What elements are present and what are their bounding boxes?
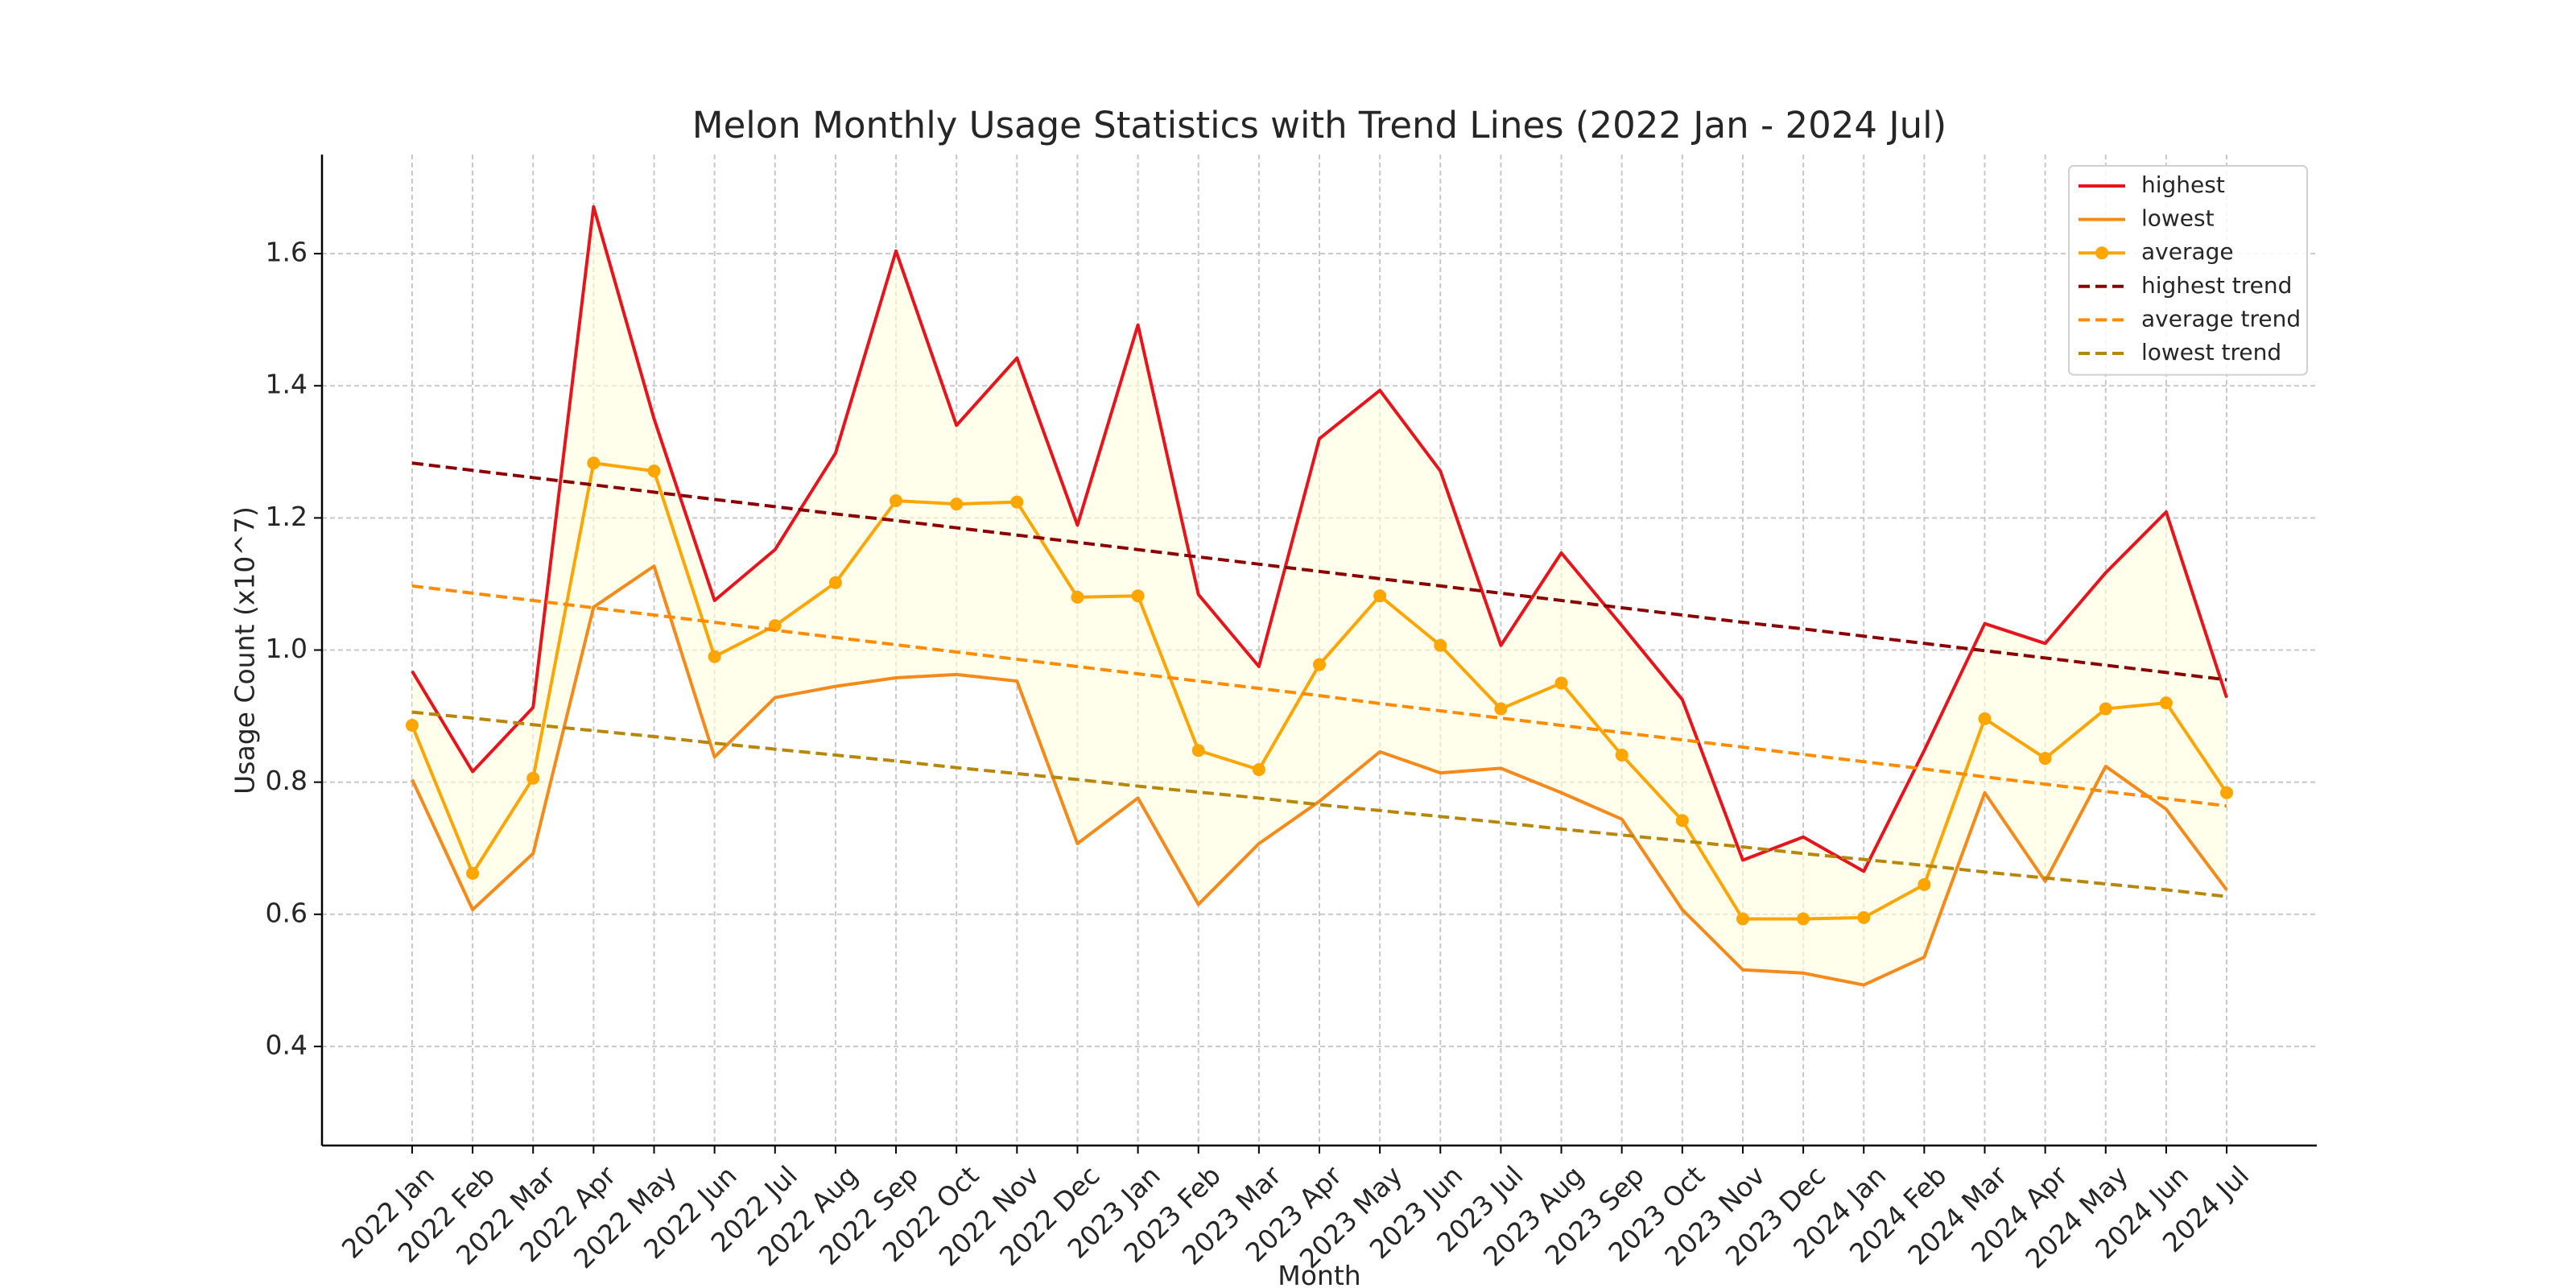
x-axis-label: Month xyxy=(1278,1260,1360,1288)
data-point xyxy=(1978,712,1992,725)
series-line xyxy=(411,584,2227,808)
data-point xyxy=(1797,912,1810,926)
legend-label: highest trend xyxy=(2141,272,2292,299)
data-point xyxy=(1918,877,1931,891)
range-fill xyxy=(411,206,2227,985)
data-point xyxy=(1010,495,1024,509)
series-line xyxy=(411,461,2227,682)
data-point xyxy=(405,719,419,733)
data-point xyxy=(950,497,964,511)
data-point xyxy=(1675,814,1689,828)
data-point xyxy=(466,866,480,880)
data-point xyxy=(587,456,601,470)
y-tick-label: 1.4 xyxy=(266,369,308,400)
data-point xyxy=(1071,590,1084,604)
y-axis-label: Usage Count (x10^7) xyxy=(229,506,261,795)
data-point xyxy=(1857,910,1871,924)
chart-title: Melon Monthly Usage Statistics with Tren… xyxy=(692,104,1946,147)
legend-label: lowest trend xyxy=(2141,339,2281,365)
data-point xyxy=(1736,912,1749,926)
data-point xyxy=(1373,589,1387,603)
legend-label: lowest xyxy=(2141,205,2215,232)
data-point xyxy=(1615,748,1629,762)
data-point xyxy=(647,464,661,478)
y-tick-label: 1.0 xyxy=(266,633,308,664)
data-point xyxy=(2220,786,2234,799)
data-point xyxy=(828,576,842,589)
legend-box xyxy=(2068,165,2308,376)
legend: highest lowest average highest trend average… xyxy=(2068,165,2308,376)
y-tick-label: 0.6 xyxy=(266,897,308,928)
data-point xyxy=(1252,763,1265,777)
data-point xyxy=(708,650,721,663)
y-tick-label: 1.2 xyxy=(266,501,308,532)
y-tick-label: 1.6 xyxy=(266,237,308,268)
data-point xyxy=(1313,658,1326,671)
data-point xyxy=(526,771,540,785)
data-point xyxy=(2038,752,2052,766)
data-point xyxy=(2099,702,2112,716)
legend-label: average trend xyxy=(2141,305,2301,332)
data-point xyxy=(1131,589,1145,603)
y-tick-label: 0.8 xyxy=(266,765,308,796)
y-tick-label: 0.4 xyxy=(266,1029,308,1060)
legend-label: average xyxy=(2141,238,2234,265)
data-point xyxy=(1191,744,1205,758)
data-point xyxy=(2159,696,2173,710)
data-point xyxy=(1494,702,1508,716)
data-point xyxy=(1554,676,1568,690)
series-line xyxy=(411,204,2228,873)
legend-marker xyxy=(2095,246,2108,260)
legend-label: highest xyxy=(2141,171,2225,198)
data-point xyxy=(890,494,903,508)
series-line xyxy=(411,564,2228,987)
data-point xyxy=(1434,638,1447,652)
